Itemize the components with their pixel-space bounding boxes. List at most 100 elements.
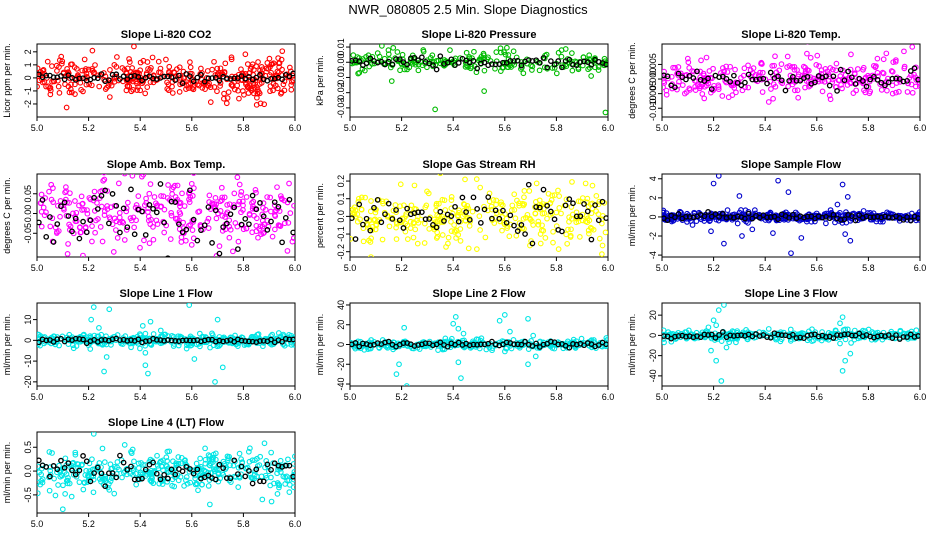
data-point [784, 64, 790, 70]
mean-point [481, 59, 488, 66]
x-tick-label: 5.2 [707, 263, 720, 273]
x-tick-label: 5.8 [237, 519, 250, 529]
mean-point [581, 201, 587, 207]
y-tick-label: -0.2 [336, 244, 346, 260]
data-point [67, 190, 73, 197]
data-point [164, 463, 170, 470]
data-point [706, 218, 713, 224]
data-point [469, 208, 476, 215]
y-tick-label: 0 [23, 338, 33, 343]
data-point [462, 211, 468, 218]
x-tick-label: 6.0 [914, 263, 927, 273]
mean-point [37, 219, 42, 226]
mean-point [282, 215, 289, 221]
x-tick-label: 5.6 [811, 263, 824, 273]
x-tick-label: 5.0 [344, 263, 357, 273]
mean-point [672, 214, 678, 221]
mean-point [749, 333, 756, 340]
data-point [732, 66, 738, 73]
mean-point [87, 217, 94, 224]
mean-point [419, 209, 425, 216]
data-point [245, 341, 252, 348]
data-point [85, 66, 92, 73]
data-point [701, 95, 708, 102]
data-point [187, 479, 194, 486]
mean-point [540, 55, 547, 61]
data-point [266, 55, 273, 62]
data-point [386, 223, 393, 230]
data-point [435, 347, 441, 353]
x-tick-label: 5.0 [31, 123, 44, 133]
mean-point [367, 227, 374, 234]
outlier-point [770, 230, 776, 236]
mean-point [201, 222, 208, 229]
data-point [368, 198, 374, 204]
data-point [84, 207, 90, 213]
data-point [268, 208, 274, 215]
data-point [262, 206, 269, 213]
mean-point [731, 333, 737, 339]
data-point [381, 55, 388, 62]
data-point [46, 487, 53, 494]
data-point [253, 228, 260, 235]
mean-point [102, 483, 109, 490]
data-point [360, 225, 367, 232]
data-point [684, 219, 690, 225]
data-point [206, 192, 213, 199]
mean-point [94, 464, 101, 471]
mean-point [54, 466, 61, 473]
data-point [392, 202, 399, 208]
data-point [150, 331, 157, 337]
data-point [784, 53, 791, 60]
data-point [43, 209, 49, 216]
outlier-point [710, 180, 717, 187]
data-point [227, 334, 234, 341]
data-point [512, 215, 519, 222]
mean-point [775, 216, 781, 223]
outlier-point [88, 316, 95, 323]
mean-point [437, 53, 444, 60]
mean-point [91, 74, 97, 81]
chart-title: Slope Li-820 Pressure [422, 29, 537, 41]
data-point [819, 88, 826, 95]
x-tick-label: 5.8 [550, 392, 563, 402]
data-point [73, 65, 80, 72]
data-point [768, 86, 774, 92]
mean-point [290, 229, 295, 236]
data-point [662, 207, 667, 214]
mean-point [179, 337, 186, 344]
data-point [510, 48, 517, 55]
data-point [87, 470, 94, 477]
data-point [230, 462, 237, 469]
mean-point [448, 56, 455, 63]
data-point [547, 212, 554, 218]
y-axis-label: Licor ppm per min. [2, 43, 12, 118]
mean-point [209, 75, 215, 81]
mean-point [72, 335, 79, 342]
data-point [508, 345, 515, 352]
data-point [461, 201, 468, 208]
data-point [243, 194, 250, 200]
data-point [912, 83, 919, 90]
data-point [367, 208, 374, 215]
data-point [163, 56, 169, 63]
mean-point [135, 74, 142, 80]
mean-point [389, 61, 396, 68]
mean-point [220, 224, 226, 230]
x-tick-label: 5.8 [862, 392, 875, 402]
data-point [473, 69, 480, 76]
data-point [568, 226, 574, 233]
data-point [177, 199, 184, 206]
mean-point [268, 76, 274, 82]
y-tick-label: 0.00 [336, 53, 346, 71]
y-tick-label: -40 [336, 378, 346, 391]
data-point [839, 85, 845, 92]
outlier-point [847, 350, 854, 357]
data-point [140, 462, 146, 468]
data-point [901, 63, 908, 70]
data-point [281, 220, 288, 227]
data-point [506, 233, 513, 240]
data-point [564, 240, 571, 247]
mean-point [841, 216, 848, 223]
data-point [701, 215, 708, 222]
